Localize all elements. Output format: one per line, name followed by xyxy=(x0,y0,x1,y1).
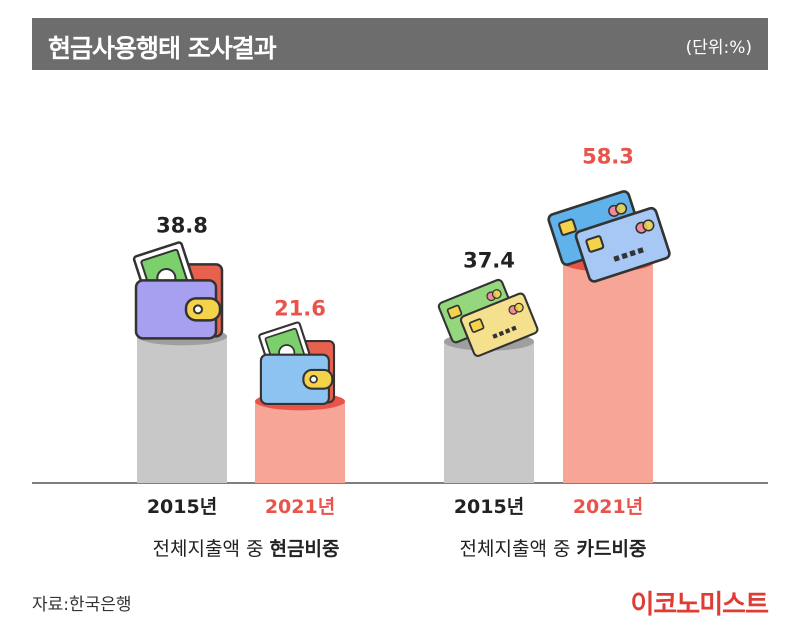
bar-body xyxy=(255,401,345,483)
credit-card-icon xyxy=(547,190,671,283)
credit-card-icon xyxy=(437,278,539,357)
card-front xyxy=(574,206,671,283)
bar-카드비중-2021년 xyxy=(563,253,653,483)
data-label: 21.6 xyxy=(274,296,326,320)
bar-현금비중-2015년 xyxy=(137,327,227,483)
data-label: 58.3 xyxy=(582,145,634,169)
group-label-prefix: 전체지출액 중 xyxy=(153,538,270,560)
category-label: 2021년 xyxy=(265,496,335,518)
bar-body xyxy=(563,262,653,483)
category-label: 2015년 xyxy=(454,496,524,518)
wallet-icon xyxy=(258,321,336,406)
bar-body xyxy=(444,341,534,483)
group-label: 전체지출액 중 현금비중 xyxy=(153,538,340,560)
card-front xyxy=(459,292,539,357)
group-label: 전체지출액 중 카드비중 xyxy=(460,538,647,560)
chart-canvas: 2015년 38.8 2021년 21.6 전체지출액 중 현금비중 2015년 37.4 2… xyxy=(32,145,768,560)
category-label: 2021년 xyxy=(573,496,643,518)
group-label-bold: 카드비중 xyxy=(577,538,647,560)
group-label-bold: 현금비중 xyxy=(270,538,340,560)
chart-title: 현금사용행태 조사결과 xyxy=(48,34,277,63)
wallet-icon xyxy=(132,241,224,340)
data-label: 37.4 xyxy=(463,249,515,273)
brand-logo: 이코노미스트 xyxy=(630,590,769,620)
group-label-prefix: 전체지출액 중 xyxy=(460,538,577,560)
source-note: 자료:한국은행 xyxy=(32,595,132,615)
unit-label: (단위:%) xyxy=(685,38,752,58)
category-label: 2015년 xyxy=(147,496,217,518)
bar-카드비중-2015년 xyxy=(444,332,534,483)
title-bar: 현금사용행태 조사결과 (단위:%) xyxy=(32,18,768,70)
bar-body xyxy=(137,336,227,483)
data-label: 38.8 xyxy=(156,213,208,237)
bar-현금비중-2021년 xyxy=(255,392,345,483)
